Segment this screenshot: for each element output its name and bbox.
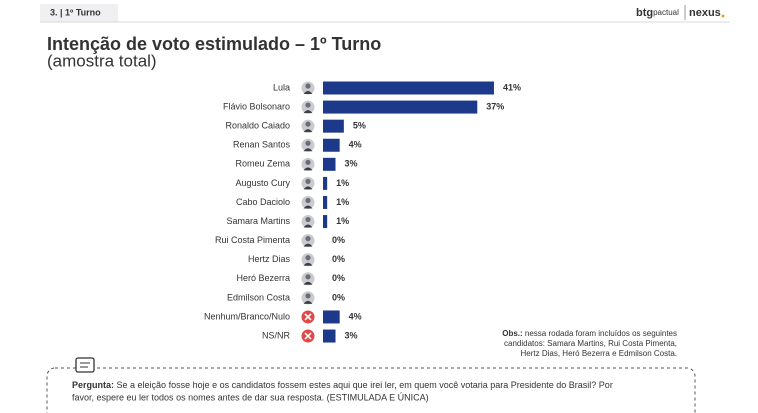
bar	[323, 138, 340, 152]
logo-btg: btgpactual	[636, 7, 679, 19]
bar	[323, 119, 344, 133]
avatar-body	[303, 224, 313, 228]
bars: Lula 41% Flávio Bolsonaro 37% Ronaldo Caiado…	[204, 80, 521, 344]
avatar-head	[305, 159, 311, 165]
question-icon	[75, 357, 95, 373]
category-label: Augusto Cury	[235, 178, 290, 188]
value-label: 41%	[503, 82, 521, 92]
value-label: 5%	[353, 121, 366, 131]
value-label: 0%	[332, 273, 345, 283]
avatar-head	[305, 83, 311, 89]
avatar-head	[305, 140, 311, 146]
avatar-body	[303, 148, 313, 152]
value-label: 37%	[486, 101, 504, 111]
value-label: 0%	[332, 292, 345, 302]
avatar-head	[305, 236, 311, 242]
avatar-head	[305, 255, 311, 261]
question-line: Se a eleição fosse hoje e os candidatos …	[117, 380, 613, 390]
note-line: nessa rodada foram incluídos os seguinte…	[525, 329, 677, 338]
avatar-body	[303, 91, 313, 94]
category-label: Cabo Daciolo	[236, 197, 290, 207]
value-label: 3%	[345, 159, 358, 169]
bar	[323, 81, 494, 95]
value-label: 0%	[332, 235, 345, 245]
value-label: 4%	[349, 140, 362, 150]
avatar-head	[305, 216, 311, 223]
bar	[323, 176, 328, 190]
note: Obs.: nessa rodada foram incluídos os se…	[502, 329, 677, 338]
category-label: Nenhum/Branco/Nulo	[204, 311, 290, 321]
note-line: Hertz Dias, Heró Bezerra e Edmilson Cost…	[521, 349, 678, 358]
avatar-head	[305, 197, 311, 204]
logo-btg-text: btg	[636, 7, 653, 19]
avatar-cross	[304, 313, 312, 321]
bar	[323, 157, 336, 171]
logo-btg-small: pactual	[653, 8, 679, 17]
logo-dot	[721, 14, 725, 18]
avatar-body	[303, 300, 313, 304]
category-label: Ronaldo Caiado	[225, 121, 290, 131]
value-label: 1%	[336, 197, 349, 207]
note-label: Obs.:	[502, 329, 522, 338]
category-label: NS/NR	[262, 330, 291, 340]
avatar-body	[303, 186, 313, 190]
avatar-head	[305, 121, 311, 127]
section-label: 3. | 1º Turno	[50, 7, 101, 17]
value-label: 1%	[336, 216, 349, 226]
avatar-body	[303, 281, 313, 285]
question-box	[46, 367, 696, 413]
section-tag	[40, 4, 118, 22]
avatar-body	[303, 243, 313, 247]
bar	[323, 310, 340, 324]
avatar-body	[303, 167, 313, 171]
category-label: Samara Martins	[226, 216, 290, 226]
bar	[323, 100, 478, 114]
category-label: Heró Bezerra	[236, 273, 290, 283]
question: Pergunta: Se a eleição fosse hoje e os c…	[72, 380, 613, 390]
avatar-head	[305, 293, 311, 299]
bar	[323, 195, 328, 209]
logo-nexus: nexus	[689, 7, 721, 19]
bar	[323, 215, 328, 229]
value-label: 1%	[336, 178, 349, 188]
avatar-body	[303, 110, 313, 114]
avatar-cross	[304, 332, 312, 340]
avatar-head	[305, 102, 311, 108]
category-label: Romeu Zema	[235, 159, 290, 169]
category-label: Flávio Bolsonaro	[223, 101, 290, 111]
category-label: Rui Costa Pimenta	[215, 235, 290, 245]
value-label: 4%	[349, 311, 362, 321]
category-label: Hertz Dias	[248, 254, 291, 264]
avatar-body	[303, 262, 313, 266]
question-line: favor, espere eu ler todos os nomes ante…	[72, 392, 429, 402]
category-label: Renan Santos	[233, 140, 291, 150]
avatar-body	[303, 205, 313, 209]
note-line: candidatos: Samara Martins, Rui Costa Pi…	[504, 339, 677, 348]
avatar-head	[305, 178, 311, 184]
category-label: Lula	[273, 82, 290, 92]
category-label: Edmilson Costa	[227, 292, 290, 302]
value-label: 0%	[332, 254, 345, 264]
avatar-head	[305, 274, 311, 280]
chart-title: Intenção de voto estimulado – 1º Turno	[47, 34, 381, 54]
avatar-body	[303, 129, 313, 133]
chart-subtitle: (amostra total)	[47, 51, 157, 70]
value-label: 3%	[345, 330, 358, 340]
question-label: Pergunta:	[72, 380, 114, 390]
bar	[323, 329, 336, 343]
